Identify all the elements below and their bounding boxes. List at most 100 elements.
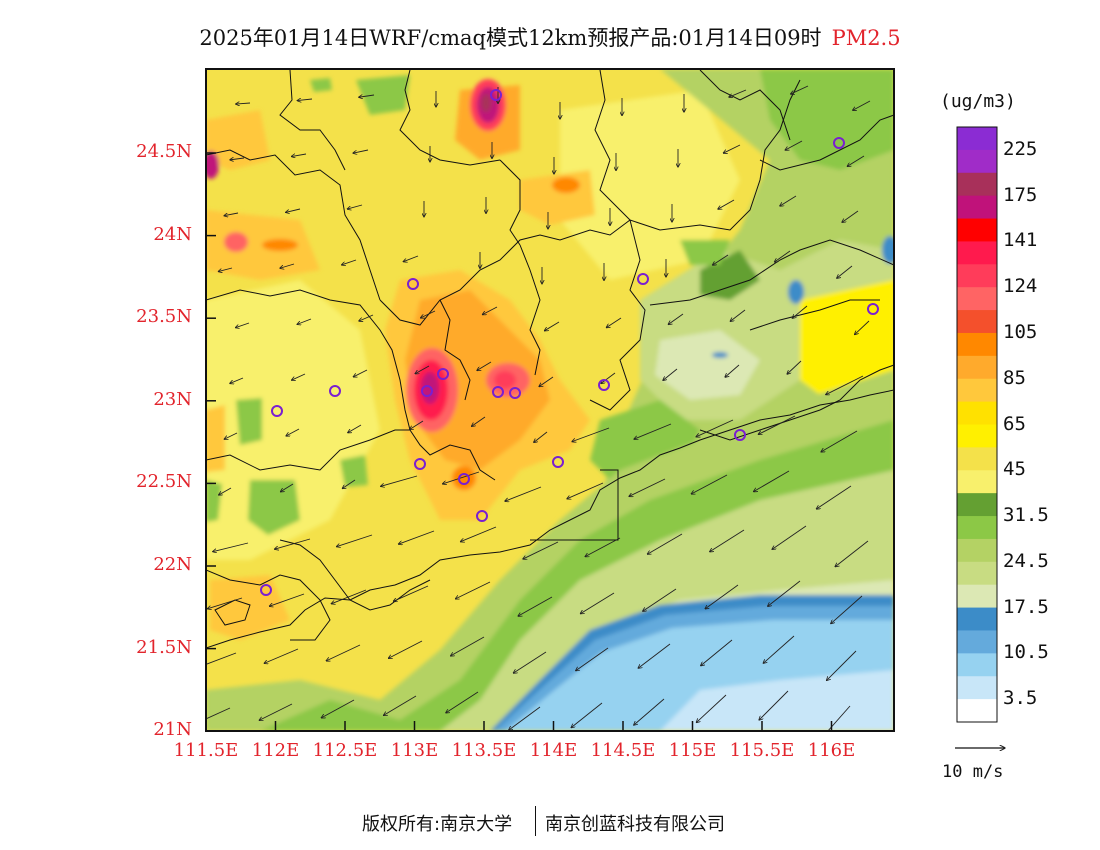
- lat-label: 22N: [153, 554, 192, 575]
- wind-arrow: [758, 415, 796, 434]
- lat-label: 23N: [153, 388, 192, 410]
- wind-arrow: [831, 595, 863, 624]
- colorbar-swatch: [957, 493, 997, 517]
- wind-arrow: [230, 158, 245, 160]
- wind-arrow: [384, 695, 417, 715]
- lon-label: 115.5E: [729, 740, 795, 761]
- station-marker: [734, 429, 746, 441]
- colorbar-swatch: [957, 172, 997, 197]
- wind-arrow: [219, 487, 232, 495]
- lon-label: 111.5E: [173, 740, 239, 761]
- wind-arrow: [792, 305, 808, 318]
- wind-arrow: [342, 259, 357, 265]
- monitoring-stations: [260, 89, 879, 596]
- wind-arrow: [415, 365, 430, 374]
- wind-arrow: [518, 596, 553, 616]
- wind-arrow: [235, 322, 250, 328]
- station-marker: [476, 510, 488, 522]
- colorbar-swatch: [957, 401, 997, 425]
- color-bar: [956, 126, 998, 723]
- station-marker: [598, 379, 610, 391]
- boundary-lines: [206, 69, 894, 641]
- colorbar-swatch: [957, 310, 997, 334]
- wind-arrow: [539, 376, 554, 387]
- colorbar-label: 3.5: [1003, 687, 1038, 710]
- station-marker: [833, 137, 845, 149]
- wind-arrow: [326, 644, 361, 661]
- wind-arrow: [206, 707, 231, 720]
- colorbar-swatch: [957, 424, 997, 448]
- wind-arrow: [471, 416, 486, 426]
- wind-arrow: [643, 588, 677, 611]
- wind-arrow: [712, 254, 729, 265]
- station-marker: [637, 273, 649, 285]
- wind-arrow: [230, 377, 244, 383]
- wind-arrow: [331, 589, 367, 604]
- station-marker: [260, 584, 272, 596]
- wind-arrow: [460, 526, 497, 542]
- station-marker: [509, 387, 521, 399]
- wind-arrow: [629, 478, 666, 496]
- wind-arrow: [269, 593, 305, 606]
- wind-arrow: [696, 694, 727, 723]
- wind-arrow: [572, 427, 610, 442]
- colorbar-swatch: [957, 584, 997, 609]
- colorbar-swatch: [957, 538, 997, 563]
- wind-arrow: [837, 265, 853, 278]
- lat-label: 23.5N: [136, 306, 192, 328]
- wind-vector-field: [206, 85, 871, 731]
- wind-arrow: [638, 643, 671, 668]
- wind-arrow: [705, 584, 739, 609]
- colorbar-swatch: [957, 653, 997, 677]
- station-marker: [414, 458, 426, 470]
- wind-arrow: [353, 149, 369, 153]
- wind-arrow: [759, 690, 789, 720]
- wind-arrow: [827, 705, 851, 731]
- colorbar-label: 141: [1003, 229, 1038, 252]
- colorbar-swatch: [957, 149, 997, 174]
- wind-arrow: [286, 428, 300, 436]
- copyright-text: 版权所有:南京大学: [362, 814, 513, 835]
- wind-arrow: [388, 640, 423, 658]
- lat-label: 24N: [153, 223, 192, 245]
- colorbar-label: 65: [1003, 412, 1026, 435]
- wind-arrow: [297, 318, 312, 324]
- wind-arrow: [347, 204, 363, 209]
- station-marker: [490, 89, 502, 101]
- colorbar-swatch: [957, 355, 997, 380]
- wind-arrow: [816, 485, 852, 509]
- wind-arrow: [634, 698, 665, 725]
- wind-arrow: [280, 483, 294, 492]
- lon-label: 114E: [529, 740, 578, 761]
- wind-arrow: [826, 375, 864, 395]
- wind-arrow: [523, 541, 559, 559]
- wind-arrow: [224, 212, 239, 216]
- lon-label: 116E: [807, 740, 856, 761]
- wind-arrow: [455, 581, 491, 599]
- colorbar-units: (ug/m3): [940, 91, 1016, 112]
- wind-arrow: [353, 369, 368, 377]
- footer-separator: [535, 806, 536, 836]
- lon-label: 112E: [251, 740, 300, 761]
- title-main: 2025年01月14日WRF/cmaq模式12km预报产品:01月14日09时: [199, 26, 822, 50]
- wind-arrow: [393, 585, 429, 601]
- colorbar-label: 105: [1003, 320, 1038, 343]
- wind-arrow: [725, 364, 740, 377]
- wind-arrow: [297, 99, 313, 101]
- wind-arrow: [701, 639, 733, 666]
- wind-arrow: [774, 250, 791, 262]
- wind-arrow: [259, 703, 293, 720]
- colorbar-swatch: [957, 676, 997, 700]
- wind-arrow: [275, 538, 311, 549]
- wind-arrow: [696, 419, 734, 437]
- wind-arrow: [398, 530, 435, 544]
- wind-arrow: [509, 706, 541, 730]
- wind-arrow: [585, 537, 621, 557]
- colorbar-swatch: [957, 241, 997, 265]
- station-marker: [552, 456, 564, 468]
- colorbar-swatch: [957, 264, 997, 288]
- lon-label: 113.5E: [451, 740, 517, 761]
- station-marker: [421, 385, 433, 397]
- wind-arrow: [580, 592, 615, 614]
